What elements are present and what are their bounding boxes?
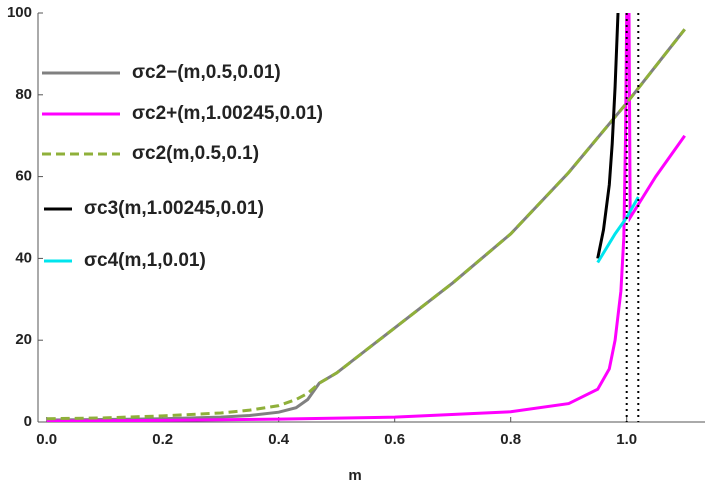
- series-line: [46, 28, 686, 422]
- legend-label: σc2−(m,0.5,0.01): [132, 62, 281, 83]
- x-tick-label: 0.0: [36, 431, 57, 448]
- y-tick-label: 40: [15, 249, 32, 266]
- y-tick-label: 0: [24, 413, 32, 430]
- x-tick-label: 1.0: [616, 431, 637, 448]
- x-tick-label: 0.8: [500, 431, 521, 448]
- x-tick-label: 0.4: [268, 431, 290, 448]
- y-tick-label: 60: [15, 168, 32, 185]
- legend-label: σc2+(m,1.00245,0.01): [132, 103, 323, 124]
- x-tick-label: 0.6: [384, 431, 405, 448]
- legend-label: σc2(m,0.5,0.1): [132, 143, 259, 164]
- series-line: [596, 196, 640, 264]
- legend-label: σc3(m,1.00245,0.01): [84, 198, 264, 219]
- series-line: [596, 13, 620, 259]
- series-line: [46, 13, 686, 422]
- series-line: [46, 28, 686, 421]
- x-tick-label: 0.2: [152, 431, 173, 448]
- y-tick-label: 80: [15, 86, 32, 103]
- legend-label: σc4(m,1,0.01): [84, 250, 206, 271]
- y-tick-label: 100: [7, 4, 32, 21]
- y-tick-label: 20: [15, 331, 32, 348]
- x-axis-label: m: [348, 467, 361, 484]
- plot-area: [46, 13, 686, 422]
